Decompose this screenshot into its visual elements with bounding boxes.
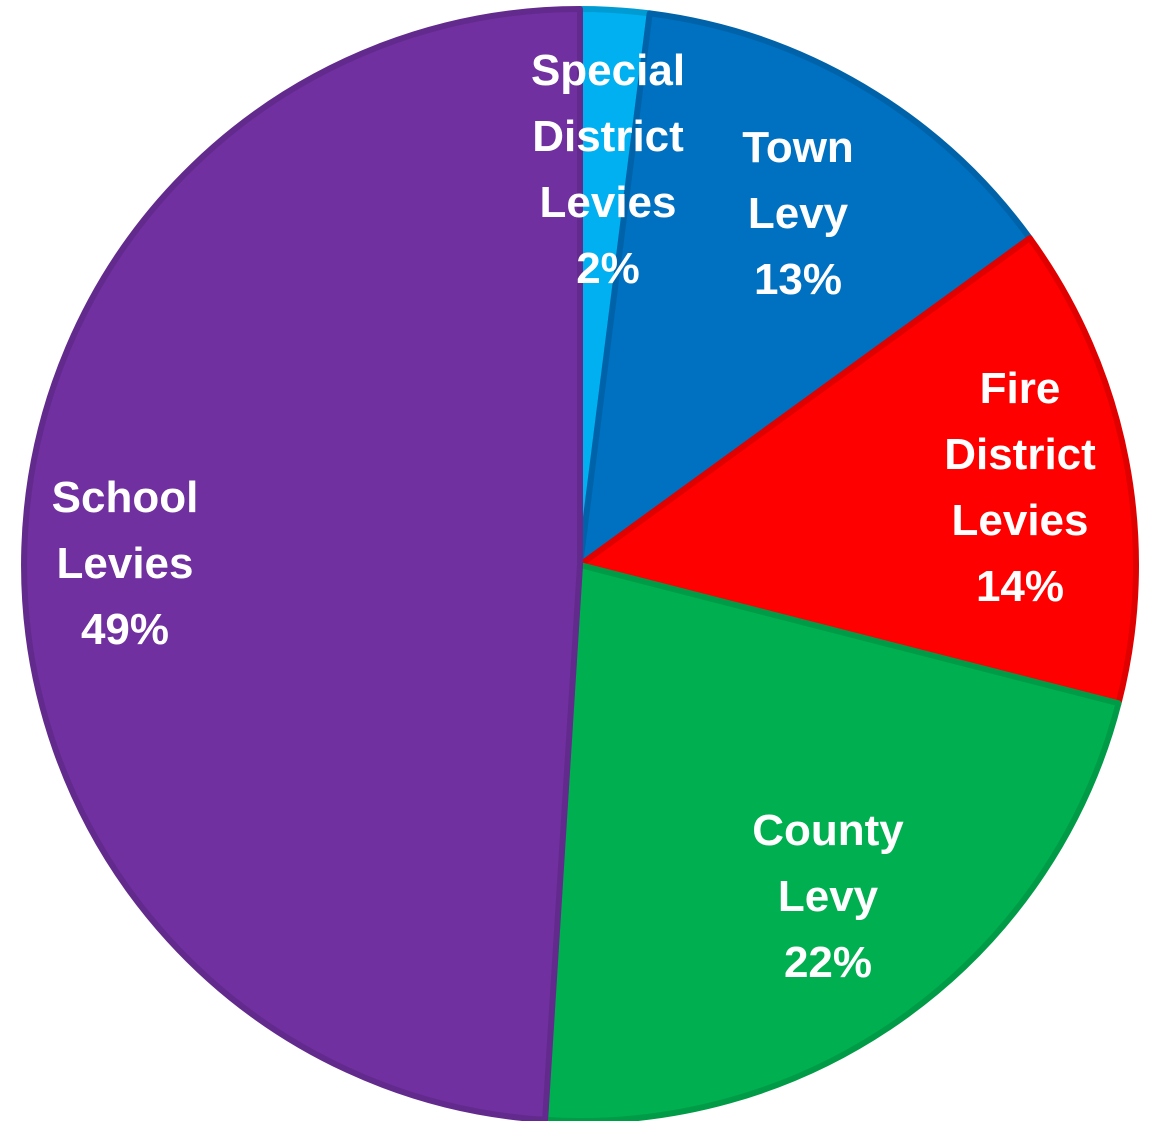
pie-slices [21, 5, 1139, 1121]
slice-name-line: Special [531, 46, 685, 95]
slice-percent-label: 22% [784, 938, 872, 987]
slice-percent-label: 13% [754, 255, 842, 304]
slice-label-special-district-levies: Special District Levies 2% [531, 46, 685, 293]
slice-name-line: Levies [540, 178, 677, 227]
slice-name-line: Levies [952, 496, 1089, 545]
pie-slice-school-levies [21, 6, 583, 1121]
slice-label-school-levies: School Levies 49% [52, 473, 199, 654]
slice-name-line: Levy [748, 189, 849, 238]
slice-name-line: Town [742, 123, 854, 172]
slice-percent-label: 49% [81, 605, 169, 654]
slice-name-line: District [944, 430, 1096, 479]
slice-name-line: Levies [57, 539, 194, 588]
slice-label-county-levy: County Levy 22% [752, 806, 904, 987]
pie-slice-fire-district-levies [577, 235, 1139, 707]
pie-slice-town-levy [577, 10, 1033, 568]
slice-label-town-levy: Town Levy 13% [742, 123, 854, 304]
pie-slice-county-levy [542, 562, 1122, 1121]
slice-name-line: Levy [778, 872, 879, 921]
slice-label-fire-district-levies: Fire District Levies 14% [944, 364, 1096, 611]
slice-name-line: District [532, 112, 684, 161]
pie-labels: Special District Levies 2% Town Levy 13% Fire Di… [52, 46, 1096, 987]
slice-name-line: School [52, 473, 199, 522]
slice-name-line: County [752, 806, 904, 855]
slice-name-line: Fire [980, 364, 1061, 413]
slice-percent-label: 2% [576, 244, 640, 293]
slice-percent-label: 14% [976, 562, 1064, 611]
